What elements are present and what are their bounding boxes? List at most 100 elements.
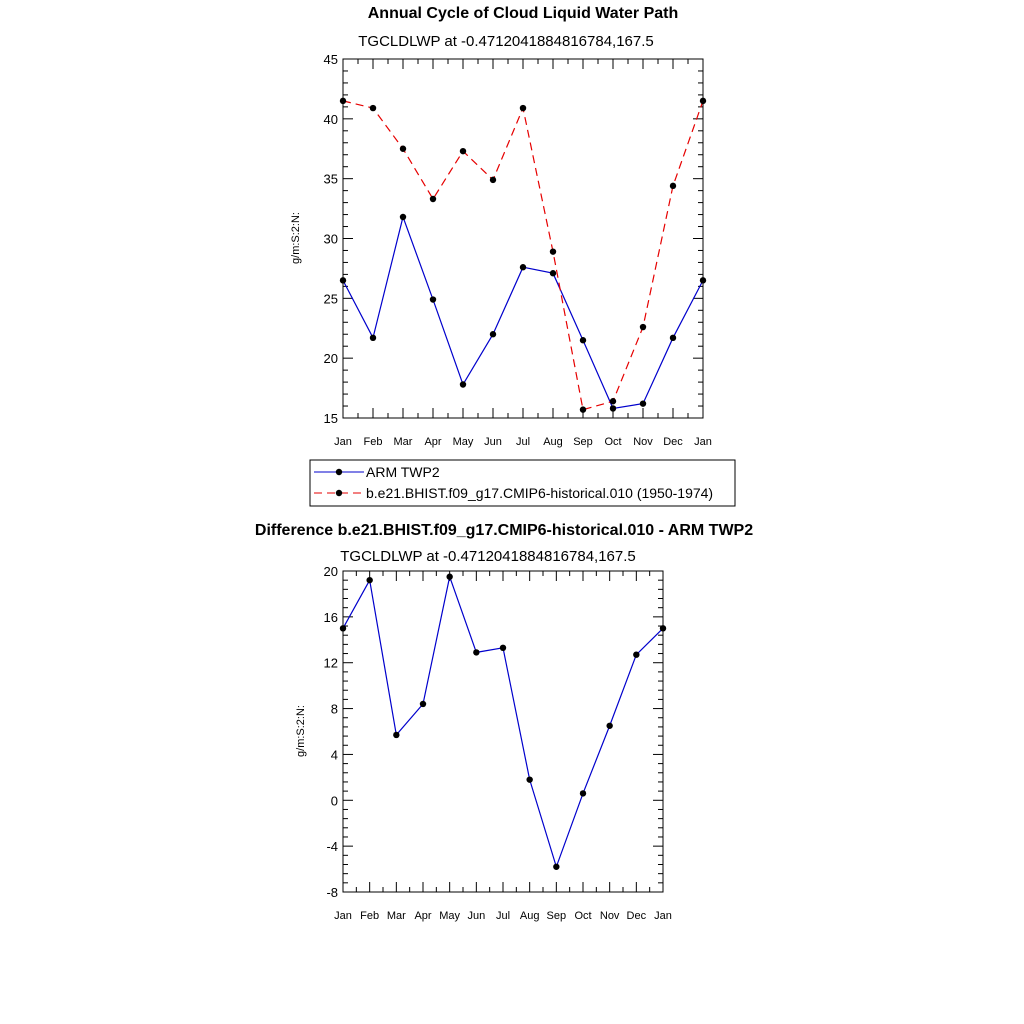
chart1-xtick-label: Jan xyxy=(334,436,352,448)
chart2-series-0-point xyxy=(633,651,640,658)
chart2-series-0-point xyxy=(366,576,373,584)
chart1-series-0-point xyxy=(549,270,557,277)
chart2-ytick-label: 4 xyxy=(331,747,338,762)
chart1-series-0-point xyxy=(639,400,647,407)
chart1-series-1-point xyxy=(429,195,437,203)
chart2-xtick-label: Jan xyxy=(334,910,352,922)
chart1-xtick-label: Feb xyxy=(364,436,383,448)
chart2-xtick-label: Jan xyxy=(654,910,672,922)
chart2-xtick-label: Sep xyxy=(547,910,567,922)
chart1-series-line-0 xyxy=(342,214,704,410)
legend-marker-arm xyxy=(335,468,343,476)
chart1-xtick-label: May xyxy=(453,436,474,448)
chart2-xtick-label: Nov xyxy=(600,910,620,922)
chart1-frame xyxy=(342,58,704,419)
chart2-series-0-point xyxy=(393,731,400,739)
chart2-ytick-label: 8 xyxy=(331,702,338,717)
chart2-series-0-point xyxy=(553,863,560,870)
chart2-xtick-label: Jul xyxy=(496,910,510,922)
chart1-series-1-point xyxy=(639,323,647,331)
chart2-plot-area: -8 -4 0 4 8 12 16 20 Jan Feb Mar Apr May Jun Jul Aug Sep… xyxy=(324,564,672,922)
chart2-subtitle: TGCLDLWP at -0.4712041884816784,167.5 xyxy=(340,548,636,565)
chart2-ytick-label: 12 xyxy=(324,656,338,671)
chart1-series-0-point xyxy=(699,277,707,284)
chart1-ytick-label: 35 xyxy=(324,172,338,187)
chart1-series-0-point xyxy=(459,381,467,388)
chart1-series-0-point xyxy=(369,334,377,342)
chart1-title: Annual Cycle of Cloud Liquid Water Path xyxy=(368,5,679,22)
chart2-series-0-point xyxy=(473,649,480,656)
chart2-title: Difference b.e21.BHIST.f09_g17.CMIP6-his… xyxy=(255,522,753,539)
chart1-xtick-label: Jan xyxy=(694,436,712,448)
chart1-xtick-label: Mar xyxy=(394,436,413,448)
chart2-ytick-label: 20 xyxy=(324,564,338,579)
chart2-series-0-point xyxy=(606,722,613,729)
chart2-xtick-label: Dec xyxy=(627,910,647,922)
chart1-series-1-point xyxy=(339,97,347,105)
chart2-series-0-point xyxy=(419,700,427,708)
chart1-legend: ARM TWP2 b.e21.BHIST.f09_g17.CMIP6-histo… xyxy=(309,459,736,507)
chart1-series-1-point xyxy=(519,104,527,112)
chart2-series-0-point xyxy=(339,625,347,632)
chart1-series-1-point xyxy=(369,104,377,112)
chart1-series-1-point xyxy=(549,248,557,255)
legend-label-model: b.e21.BHIST.f09_g17.CMIP6-historical.010… xyxy=(366,485,713,501)
chart1-ytick-label: 30 xyxy=(324,232,338,247)
chart1-series-0-point xyxy=(519,264,527,271)
chart2-series-0-point xyxy=(446,573,453,580)
chart1-xtick-label: Dec xyxy=(663,436,683,448)
legend-label-arm: ARM TWP2 xyxy=(366,464,440,480)
chart2-ytick-label: -4 xyxy=(326,839,338,854)
chart2-y-axis-label: g/m:S:2:N: xyxy=(295,705,307,757)
chart1-series-1-point xyxy=(459,147,467,155)
chart1-xtick-label: Jul xyxy=(516,436,530,448)
chart1-series-0-point xyxy=(489,331,497,338)
chart1-series-1-point xyxy=(699,97,707,105)
chart1-ytick-label: 20 xyxy=(324,351,338,366)
chart1-xtick-label: Apr xyxy=(424,436,441,448)
chart1-series-1-point xyxy=(669,182,677,190)
chart1-ytick-label: 25 xyxy=(324,291,338,306)
chart1-series-1-point xyxy=(609,398,617,405)
chart2-series-0-point xyxy=(579,790,587,797)
chart2-ytick-label: 16 xyxy=(324,610,338,625)
chart2-series-0-point xyxy=(659,625,667,632)
chart2-xtick-label: Feb xyxy=(360,910,379,922)
chart1-plot-area: 15 20 25 30 35 40 45 Jan Feb Mar Apr May Jun Jul Aug Se… xyxy=(324,52,712,448)
chart2-frame xyxy=(342,570,664,893)
chart1-series-0-point xyxy=(339,277,347,284)
chart2-xtick-label: Aug xyxy=(520,910,540,922)
chart2-xtick-label: May xyxy=(439,910,460,922)
chart1-xtick-label: Aug xyxy=(543,436,563,448)
chart1-series-0-point xyxy=(669,334,677,342)
chart2-series-0-point xyxy=(526,776,533,783)
chart1-series-0-point xyxy=(609,405,617,412)
chart1-series-line-1 xyxy=(342,100,704,411)
chart2-series-0-point xyxy=(499,644,507,652)
legend-marker-model xyxy=(335,489,343,497)
chart1-series-1-point xyxy=(579,406,587,413)
chart2-ytick-label: -8 xyxy=(326,885,338,900)
chart1-xtick-label: Sep xyxy=(573,436,593,448)
chart2-xtick-label: Oct xyxy=(574,910,591,922)
chart2-series-line-0 xyxy=(342,574,664,869)
chart1-xtick-label: Nov xyxy=(633,436,653,448)
chart1-ytick-label: 45 xyxy=(324,52,338,67)
chart2-xtick-label: Jun xyxy=(467,910,485,922)
chart1-xtick-label: Oct xyxy=(604,436,621,448)
chart1-series-0-point xyxy=(429,296,437,303)
legend-box xyxy=(309,459,736,507)
chart1-series-1-point xyxy=(399,145,407,152)
chart2-xtick-label: Apr xyxy=(414,910,431,922)
chart1-series-0-point xyxy=(399,213,407,221)
chart1-series-1-point xyxy=(489,176,497,184)
chart1-ytick-label: 40 xyxy=(324,112,338,127)
chart1-subtitle: TGCLDLWP at -0.4712041884816784,167.5 xyxy=(358,33,654,50)
chart1-y-axis-label: g/m:S:2:N: xyxy=(290,212,302,264)
chart2-xtick-label: Mar xyxy=(387,910,406,922)
chart1-series-0-point xyxy=(579,337,587,344)
chart1-xtick-label: Jun xyxy=(484,436,502,448)
chart1-ytick-label: 15 xyxy=(324,411,338,426)
chart2-ytick-label: 0 xyxy=(331,793,338,808)
